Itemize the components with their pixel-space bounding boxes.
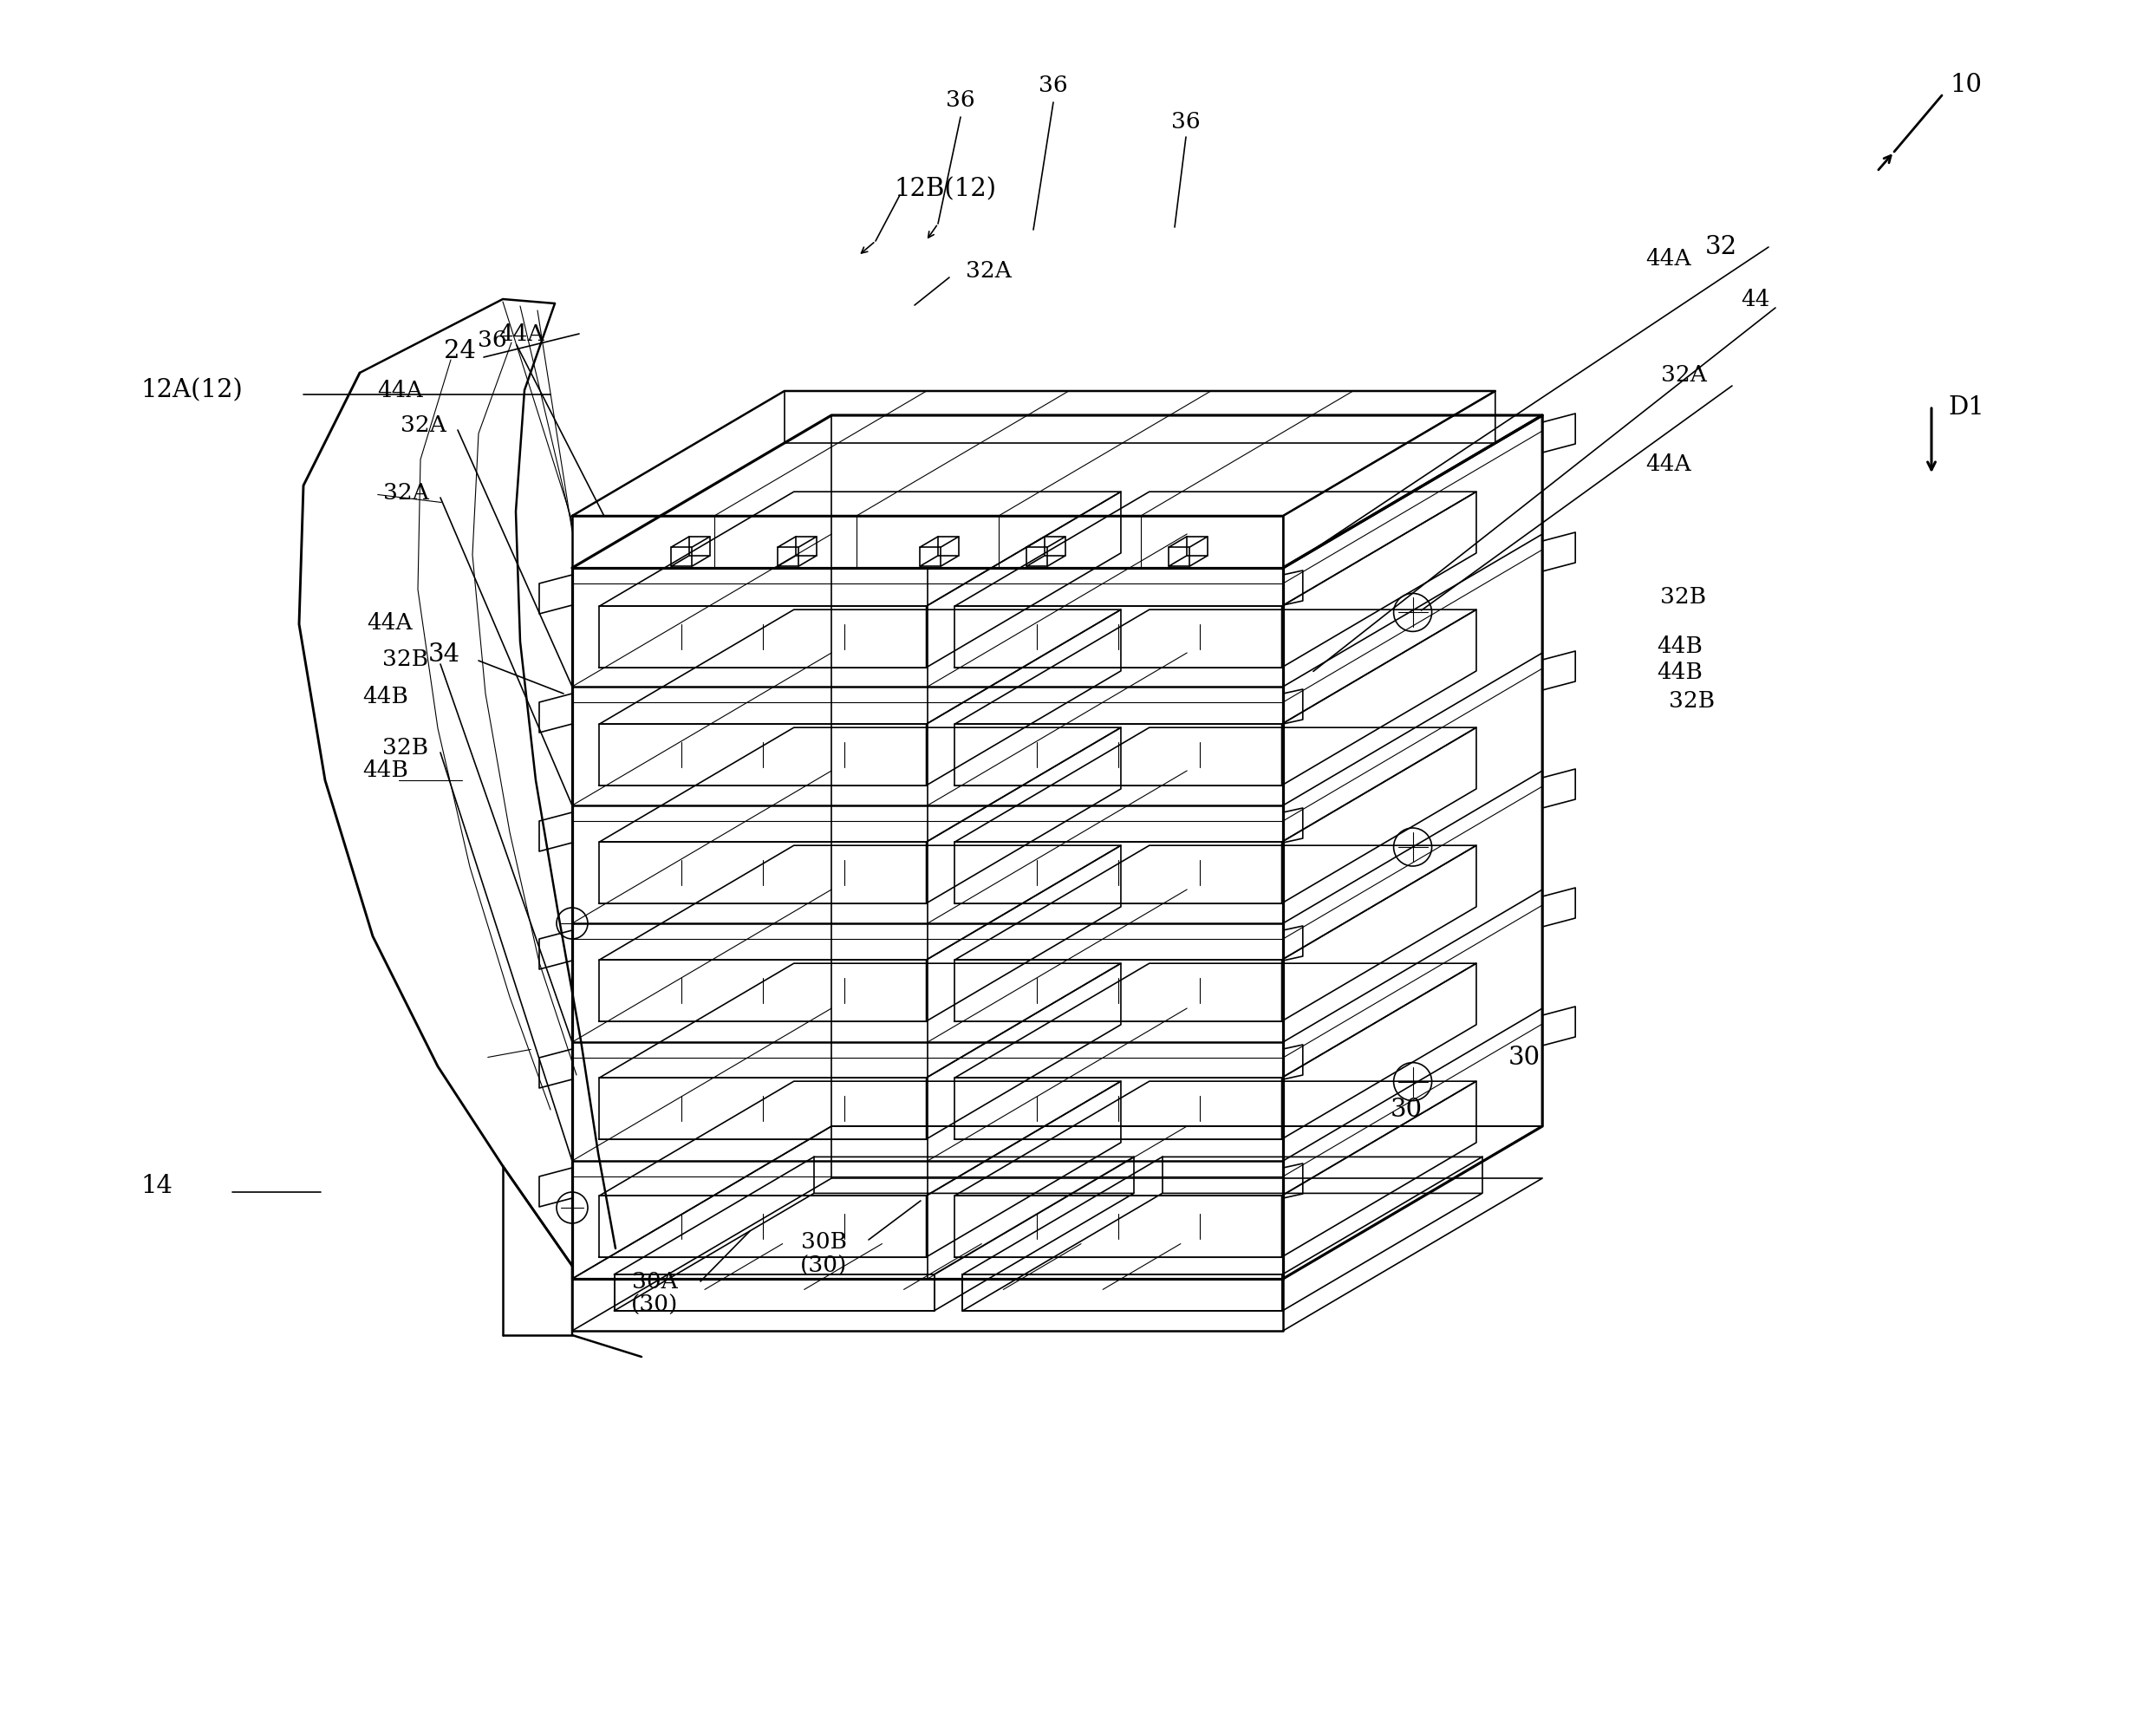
Text: 32B: 32B [382, 736, 429, 758]
Text: 32A: 32A [966, 259, 1011, 282]
Text: 30: 30 [1507, 1045, 1539, 1069]
Text: 44: 44 [1740, 288, 1770, 309]
Text: 32: 32 [1705, 235, 1738, 259]
Text: 10: 10 [1951, 73, 1981, 97]
Text: 32B: 32B [1669, 689, 1716, 712]
Text: D1: D1 [1949, 395, 1984, 420]
Text: 44A: 44A [1645, 452, 1692, 475]
Text: 44A: 44A [498, 323, 545, 345]
Text: (30): (30) [800, 1256, 847, 1276]
Text: 44A: 44A [367, 611, 414, 634]
Text: 34: 34 [427, 642, 459, 667]
Text: 32A: 32A [384, 482, 429, 503]
Text: 30: 30 [1391, 1098, 1423, 1123]
Text: 44A: 44A [377, 380, 423, 401]
Text: 36: 36 [1171, 111, 1201, 133]
Text: 24: 24 [444, 338, 476, 363]
Text: 32A: 32A [1660, 364, 1705, 385]
Text: 44B: 44B [1658, 636, 1703, 656]
Text: 36: 36 [479, 330, 507, 351]
Text: 12A(12): 12A(12) [140, 378, 241, 402]
Text: 30A: 30A [632, 1271, 677, 1292]
Text: 44B: 44B [362, 760, 410, 781]
Text: 30B: 30B [800, 1231, 847, 1254]
Text: 12B(12): 12B(12) [895, 176, 996, 200]
Text: 14: 14 [140, 1174, 172, 1199]
Text: 44B: 44B [1658, 661, 1703, 682]
Text: 36: 36 [1039, 74, 1067, 95]
Text: 32B: 32B [1660, 585, 1708, 608]
Text: 44A: 44A [1645, 247, 1692, 269]
Text: 32B: 32B [382, 648, 429, 670]
Text: 36: 36 [946, 88, 975, 111]
Text: (30): (30) [632, 1294, 679, 1316]
Text: 44B: 44B [362, 686, 410, 706]
Text: 32A: 32A [401, 414, 446, 435]
